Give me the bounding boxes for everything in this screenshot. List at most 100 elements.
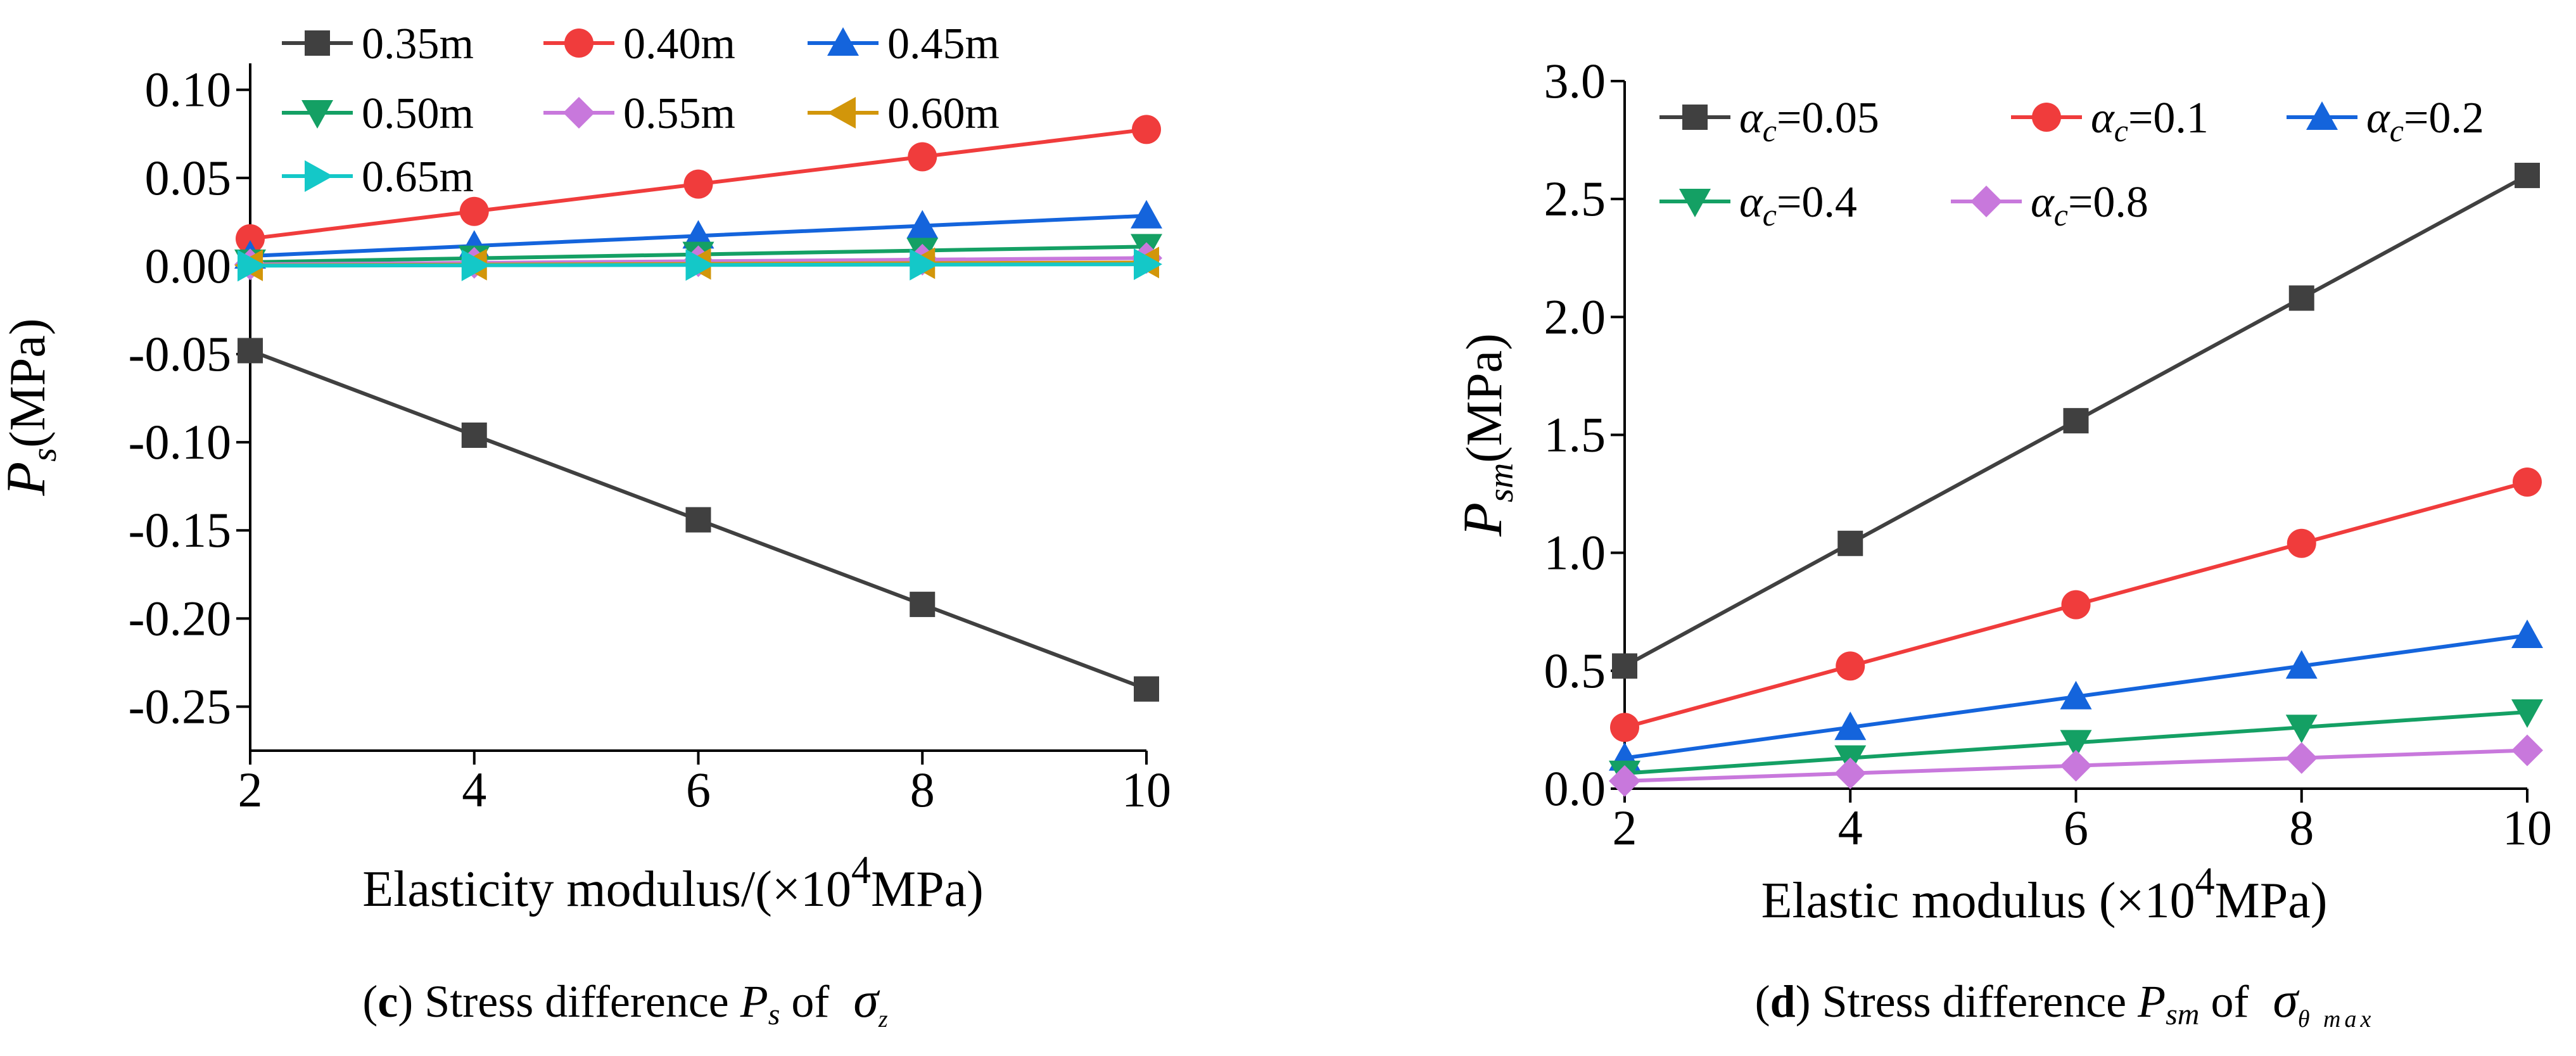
x-tick-label: 10 [1122,762,1171,817]
x-axis-label: Elasticity modulus/(×104MPa) [362,849,984,917]
legend-label: 0.65m [362,153,474,201]
legend-label: 0.60m [887,89,999,138]
legend-marker [2032,103,2061,132]
legend-marker [1679,189,1711,217]
data-point [461,249,490,281]
legend-entry: αc=0.1 [2011,94,2209,148]
x-tick-label: 8 [2289,800,2314,855]
x-axis-label: Elastic modulus (×104MPa) [1761,860,2328,929]
legend-marker [305,160,333,192]
legend-label: 0.45m [887,20,999,68]
legend-label: 0.55m [623,89,735,138]
data-point [1609,765,1640,797]
y-tick-label: 0.05 [145,150,232,205]
data-point [1836,651,1865,681]
y-tick-label: 1.5 [1544,407,1606,462]
x-tick-label: 6 [686,762,711,817]
data-point [2511,619,2543,648]
data-point [685,507,711,533]
data-point [2063,408,2089,434]
y-tick-label: 2.0 [1544,289,1606,344]
data-point [910,248,939,281]
data-point [238,250,266,282]
data-point [238,338,263,364]
legend-entry: αc=0.4 [1659,178,1857,232]
series-0 [238,338,1159,702]
data-point [2285,715,2318,744]
legend-entry: 0.65m [282,153,474,201]
data-point [910,592,936,618]
data-point [2287,528,2316,558]
legend-label: αc=0.1 [2091,94,2209,148]
series-0 [1612,162,2540,679]
series-1 [1610,467,2542,742]
legend-marker [301,100,333,129]
y-tick-label: 2.5 [1544,171,1606,226]
y-tick-label: 0.0 [1544,761,1606,816]
x-tick-label: 2 [1613,800,1637,855]
y-axis-label: Psm(MPa) [1452,333,1521,537]
legend-marker [305,30,330,56]
data-point [1612,653,1637,679]
y-tick-label: -0.25 [129,678,231,734]
y-tick-label: 0.00 [145,238,232,293]
legend-label: 0.40m [623,20,735,68]
data-point [1131,200,1162,229]
legend-entry: 0.50m [282,89,474,138]
x-tick-label: 4 [462,762,486,817]
legend-marker [1682,105,1708,130]
legend-marker [1970,186,2002,217]
legend-label: αc=0.05 [1739,94,1879,148]
y-tick-label: 1.0 [1544,525,1606,580]
data-point [1132,115,1161,144]
legend-entry: 0.55m [543,89,735,138]
legend-label: αc=0.4 [1739,178,1857,232]
legend-entry: 0.45m [808,20,999,68]
data-point [1837,530,1863,556]
data-point [1834,711,1867,741]
data-point [2060,730,2092,759]
data-point [2288,285,2314,311]
y-tick-label: 0.5 [1544,643,1606,698]
y-tick-label: -0.05 [129,326,231,381]
chart-panel-c: -0.25 -0.20 -0.15 -0.10 -0.05 0.00 0.05 0.10 2 4 6… [0,20,1171,1033]
data-point [682,220,714,249]
series-6 [238,248,1162,282]
y-tick-label: -0.20 [129,590,231,646]
legend-entry: αc=0.2 [2287,94,2484,148]
series-1 [236,115,1161,253]
legend-label: 0.35m [362,20,474,68]
data-point [908,142,937,172]
legend-entry: 0.35m [282,20,474,68]
legend-label: αc=0.2 [2366,94,2484,148]
legend-marker [564,29,593,58]
data-point [2285,742,2318,774]
figure-caption: (c) Stress difference Ps of σz [362,972,891,1033]
y-tick-label: 3.0 [1544,53,1606,108]
x-tick-label: 10 [2503,800,2552,855]
data-point [461,423,487,448]
chart-panel-d: 0.0 0.5 1.0 1.5 2.0 2.5 3.0 2 4 6 8 10 αc=0.05 αc=0.1… [1452,53,2552,1033]
y-tick-label: -0.10 [129,414,231,469]
data-point [2515,162,2540,188]
data-point [2511,734,2543,767]
series-4 [1609,734,2543,797]
y-axis-label: Ps(MPa) [0,319,64,497]
x-tick-label: 8 [910,762,935,817]
legend-label: 0.50m [362,89,474,138]
data-point [906,210,939,239]
data-point [685,249,714,281]
legend-marker [827,27,859,56]
data-point [2061,590,2091,620]
y-tick-label: -0.15 [129,502,231,557]
legend-entry: αc=0.05 [1659,94,1879,148]
data-point [2511,699,2543,728]
data-point [2513,467,2542,497]
legend-entry: 0.40m [543,20,735,68]
data-point [683,169,713,199]
x-tick-label: 2 [238,762,263,817]
data-point [459,196,489,226]
legend-entry: αc=0.8 [1951,178,2148,232]
legend-label: αc=0.8 [2031,178,2148,232]
